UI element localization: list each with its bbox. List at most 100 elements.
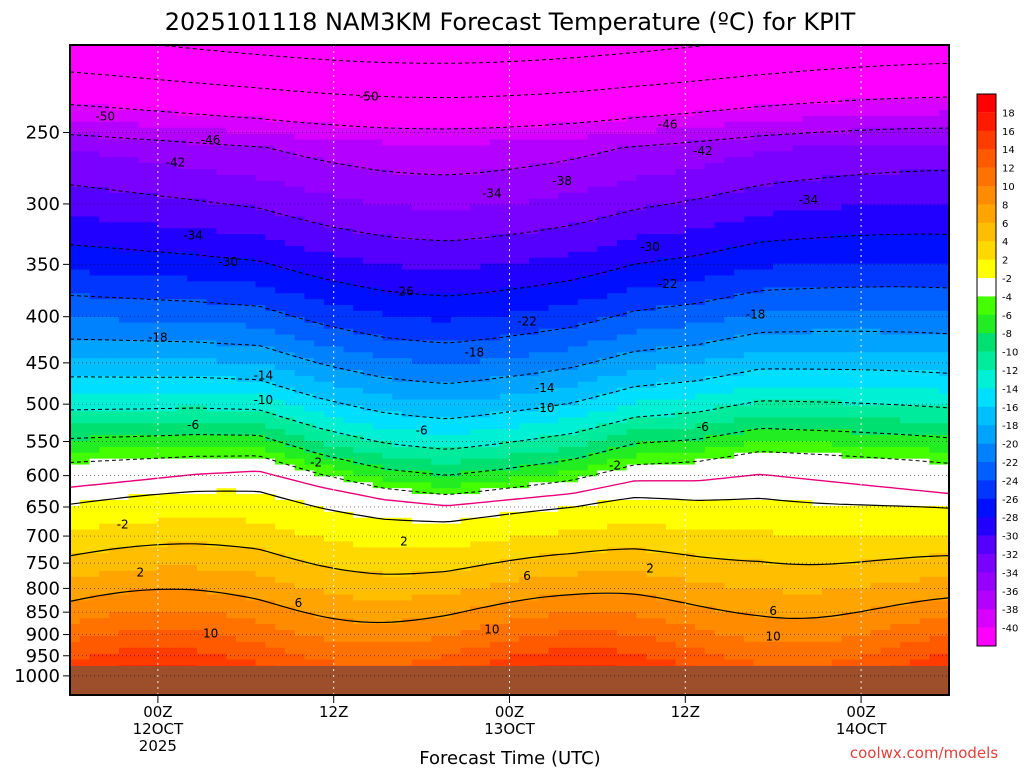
colorbar: 18 16 14 12 10 8 6 4 2 -2 -4 -6 -8 -10 -12 -14 -16 -18 -20… xyxy=(976,93,1018,647)
y-tick-label: 700 xyxy=(26,526,60,547)
isotherm xyxy=(157,45,708,64)
colorbar-cell xyxy=(977,314,996,334)
colorbar-cell xyxy=(977,94,996,113)
y-tick-label: 1000 xyxy=(14,666,60,687)
contour-label: -14 xyxy=(535,381,555,395)
y-tick-label: 300 xyxy=(26,194,60,215)
colorbar-cell xyxy=(977,406,996,426)
y-tick-label: 250 xyxy=(26,123,60,144)
colorbar-cell xyxy=(977,112,996,132)
isotherm xyxy=(70,543,949,575)
isotherm xyxy=(70,427,949,476)
contour-label: -30 xyxy=(218,255,238,269)
colorbar-label: -38 xyxy=(1002,605,1018,616)
colorbar-label: 12 xyxy=(1002,164,1015,175)
colorbar-label: -32 xyxy=(1002,550,1018,561)
colorbar-label: 16 xyxy=(1002,127,1015,138)
x-tick-label: 12Z xyxy=(319,703,348,721)
contour-label: -46 xyxy=(658,118,678,132)
y-tick-label: 900 xyxy=(26,625,60,646)
contour-label: 10 xyxy=(484,622,499,636)
colorbar-cell xyxy=(977,554,996,573)
colorbar-label: 10 xyxy=(1002,182,1015,193)
x-tick-label: 12OCT xyxy=(133,720,184,738)
colorbar-label: -8 xyxy=(1002,329,1012,340)
x-tick-label: 00Z xyxy=(846,703,875,721)
y-tick-label: 550 xyxy=(26,432,60,453)
contour-label: -42 xyxy=(693,144,713,158)
contour-label: -10 xyxy=(254,393,274,407)
contour-label: 10 xyxy=(203,626,218,640)
temperature-field xyxy=(70,45,949,695)
y-tick-label: 400 xyxy=(26,307,60,328)
colorbar-cell xyxy=(977,480,996,500)
colorbar-label: -16 xyxy=(1002,403,1018,414)
colorbar-label: 8 xyxy=(1002,200,1008,211)
isotherm xyxy=(70,170,949,242)
colorbar-label: -26 xyxy=(1002,495,1018,506)
contour-label: -46 xyxy=(201,133,221,147)
contour-label: -38 xyxy=(552,174,572,188)
colorbar-label: -20 xyxy=(1002,440,1018,451)
x-tick-label: 2025 xyxy=(139,737,177,755)
colorbar-label: -18 xyxy=(1002,421,1018,432)
x-tick-label: 00Z xyxy=(143,703,172,721)
contour-label: -2 xyxy=(609,459,621,473)
colorbar-cell xyxy=(977,388,996,408)
colorbar-label: -36 xyxy=(1002,587,1018,598)
colorbar-cell xyxy=(977,609,996,628)
contour-labels: -50-50-46-46-42-42-38-34 -34-34-30-30-26-… xyxy=(95,89,818,643)
colorbar-label: -14 xyxy=(1002,384,1018,395)
contour-label: -2 xyxy=(310,455,322,469)
contour-label: 2 xyxy=(136,565,144,579)
x-axis-label: Forecast Time (UTC) xyxy=(419,748,600,768)
contour-label: -34 xyxy=(482,186,502,200)
contour-label: -18 xyxy=(148,331,168,345)
freezing-line xyxy=(70,470,949,507)
colorbar-cell xyxy=(977,167,996,187)
colorbar-label: -10 xyxy=(1002,348,1018,359)
y-tick-label: 500 xyxy=(26,394,60,415)
contour-label: -34 xyxy=(799,193,819,207)
y-tick-label: 600 xyxy=(26,466,60,487)
colorbar-cell xyxy=(977,351,996,371)
contour-label: -6 xyxy=(416,424,428,438)
colorbar-cell xyxy=(977,590,996,610)
colorbar-cell xyxy=(977,222,996,242)
colorbar-cell xyxy=(977,425,996,444)
contour-label: 6 xyxy=(295,596,303,610)
contour-label: -50 xyxy=(95,110,115,124)
contour-label: -18 xyxy=(746,308,766,322)
colorbar-label: -40 xyxy=(1002,624,1018,635)
contour-label: -10 xyxy=(535,401,555,415)
contour-label: -22 xyxy=(517,315,537,329)
chart-title: 2025101118 NAM3KM Forecast Temperature (… xyxy=(165,8,856,36)
colorbar-cell xyxy=(977,443,996,463)
colorbar-label: 14 xyxy=(1002,145,1015,156)
contour-label: -6 xyxy=(697,420,709,434)
isotherm xyxy=(70,588,949,624)
isotherm xyxy=(70,127,949,176)
grid-lines xyxy=(70,45,949,695)
contour-label: -6 xyxy=(187,418,199,432)
contour-label: 6 xyxy=(523,569,531,583)
colorbar-cell xyxy=(977,627,996,647)
colorbar-cell xyxy=(977,517,996,536)
contour-label: 2 xyxy=(400,535,408,549)
colorbar-label: -12 xyxy=(1002,366,1018,377)
colorbar-cell xyxy=(977,462,996,481)
colorbar-cell xyxy=(977,498,996,518)
colorbar-cell xyxy=(977,130,996,150)
colorbar-cell xyxy=(977,572,996,592)
colorbar-cell xyxy=(977,333,996,352)
colorbar-cell xyxy=(977,204,996,224)
colorbar-label: -30 xyxy=(1002,532,1018,543)
colorbar-frame xyxy=(976,93,997,647)
y-axis: 2503003504004505005506006507007508008509… xyxy=(14,123,70,687)
colorbar-cell xyxy=(977,278,996,297)
colorbar-label: -24 xyxy=(1002,476,1018,487)
y-tick-label: 850 xyxy=(26,602,60,623)
colorbar-label: 4 xyxy=(1002,237,1008,248)
colorbar-label: 6 xyxy=(1002,219,1008,230)
